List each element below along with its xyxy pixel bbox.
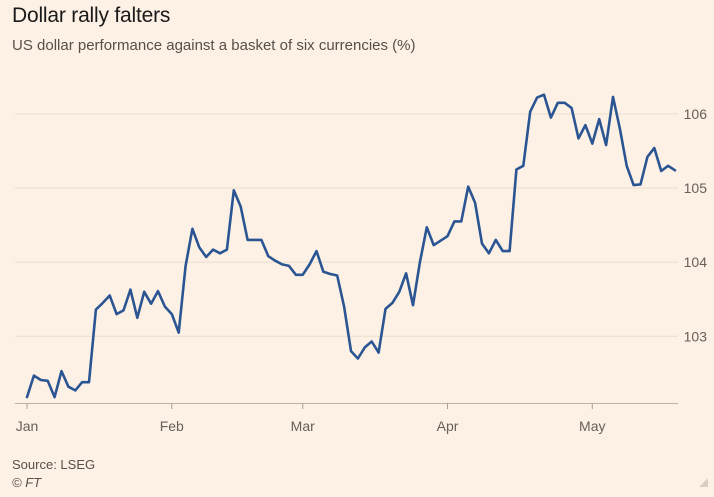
y-axis-ticks: 103 104 105 106 <box>684 106 708 344</box>
series-layer <box>25 93 677 399</box>
resize-corner-icon <box>699 478 708 487</box>
x-tick-label: Jan <box>16 418 39 434</box>
gridlines <box>15 113 678 337</box>
chart-title: Dollar rally falters <box>12 4 171 27</box>
source-note: Source: LSEG <box>12 457 96 472</box>
y-tick-label: 103 <box>684 328 708 344</box>
y-tick-label: 106 <box>684 106 708 122</box>
x-axis-ticks: Jan Feb Mar Apr May <box>16 403 606 434</box>
x-tick-label: Mar <box>291 418 315 434</box>
x-tick-label: Apr <box>437 418 459 434</box>
y-tick-label: 105 <box>684 180 708 196</box>
chart-subtitle: US dollar performance against a basket o… <box>12 37 416 54</box>
series-line-us-dollar-index <box>25 93 677 399</box>
copyright-credit: © FT <box>12 475 42 490</box>
y-tick-label: 104 <box>684 254 708 270</box>
x-tick-label: May <box>579 418 605 434</box>
x-tick-label: Feb <box>160 418 184 434</box>
